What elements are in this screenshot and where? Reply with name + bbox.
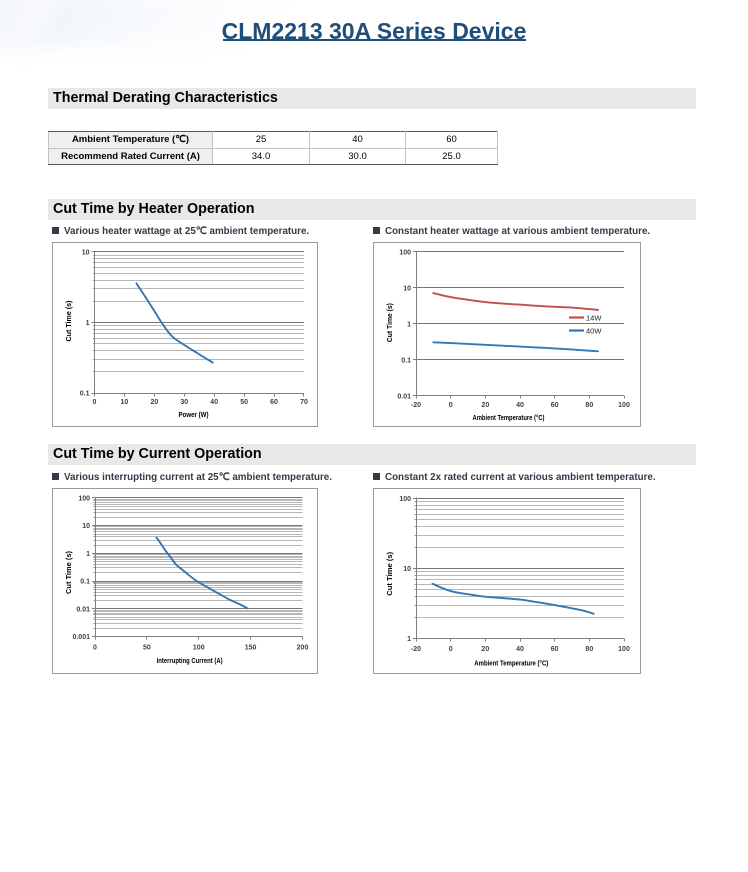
svg-text:20: 20 — [481, 646, 489, 653]
svg-text:100: 100 — [399, 496, 411, 503]
svg-text:10: 10 — [403, 286, 411, 293]
svg-text:100: 100 — [193, 645, 205, 652]
svg-text:0: 0 — [93, 399, 97, 406]
svg-text:-20: -20 — [411, 402, 421, 409]
svg-text:0.01: 0.01 — [76, 606, 90, 613]
svg-text:30: 30 — [180, 399, 188, 406]
svg-text:200: 200 — [297, 645, 309, 652]
svg-text:20: 20 — [150, 399, 158, 406]
svg-text:0: 0 — [449, 402, 453, 409]
svg-text:0: 0 — [449, 646, 453, 653]
svg-text:Cut Time (s): Cut Time (s) — [385, 303, 394, 342]
svg-text:40W: 40W — [586, 326, 602, 335]
svg-text:80: 80 — [585, 646, 593, 653]
svg-text:150: 150 — [245, 645, 257, 652]
svg-text:0.1: 0.1 — [80, 391, 90, 398]
svg-text:50: 50 — [240, 399, 248, 406]
svg-text:1: 1 — [407, 636, 411, 643]
svg-text:70: 70 — [300, 399, 308, 406]
svg-text:Cut Time (s): Cut Time (s) — [385, 551, 394, 596]
svg-text:60: 60 — [551, 646, 559, 653]
svg-text:1: 1 — [86, 320, 90, 327]
svg-text:60: 60 — [551, 402, 559, 409]
svg-text:40: 40 — [210, 399, 218, 406]
svg-text:Interrupting Current (A): Interrupting Current (A) — [157, 656, 223, 665]
svg-text:0.1: 0.1 — [401, 358, 411, 365]
svg-text:60: 60 — [270, 399, 278, 406]
svg-text:100: 100 — [78, 496, 90, 503]
svg-text:Cut Time (s): Cut Time (s) — [64, 300, 73, 341]
svg-text:-20: -20 — [411, 646, 421, 653]
svg-text:40: 40 — [516, 646, 524, 653]
svg-text:Ambient Temperature (°C): Ambient Temperature (°C) — [474, 659, 548, 668]
svg-text:0.1: 0.1 — [80, 579, 90, 586]
svg-text:50: 50 — [143, 645, 151, 652]
svg-text:80: 80 — [585, 402, 593, 409]
svg-text:100: 100 — [618, 402, 630, 409]
svg-text:20: 20 — [481, 402, 489, 409]
svg-text:10: 10 — [403, 566, 411, 573]
svg-text:10: 10 — [121, 399, 129, 406]
svg-text:100: 100 — [618, 646, 630, 653]
svg-text:14W: 14W — [586, 313, 602, 322]
svg-text:1: 1 — [86, 551, 90, 558]
svg-text:1: 1 — [407, 322, 411, 329]
svg-text:0.001: 0.001 — [72, 634, 90, 641]
svg-text:10: 10 — [82, 250, 90, 257]
svg-text:0: 0 — [93, 645, 97, 652]
svg-text:Power (W): Power (W) — [179, 410, 209, 419]
svg-text:100: 100 — [399, 250, 411, 257]
svg-text:Cut Time (s): Cut Time (s) — [64, 551, 73, 594]
svg-text:10: 10 — [82, 523, 90, 530]
svg-text:Ambient Temperature (°C): Ambient Temperature (°C) — [473, 413, 545, 422]
svg-text:0.01: 0.01 — [397, 394, 411, 401]
svg-text:40: 40 — [516, 402, 524, 409]
